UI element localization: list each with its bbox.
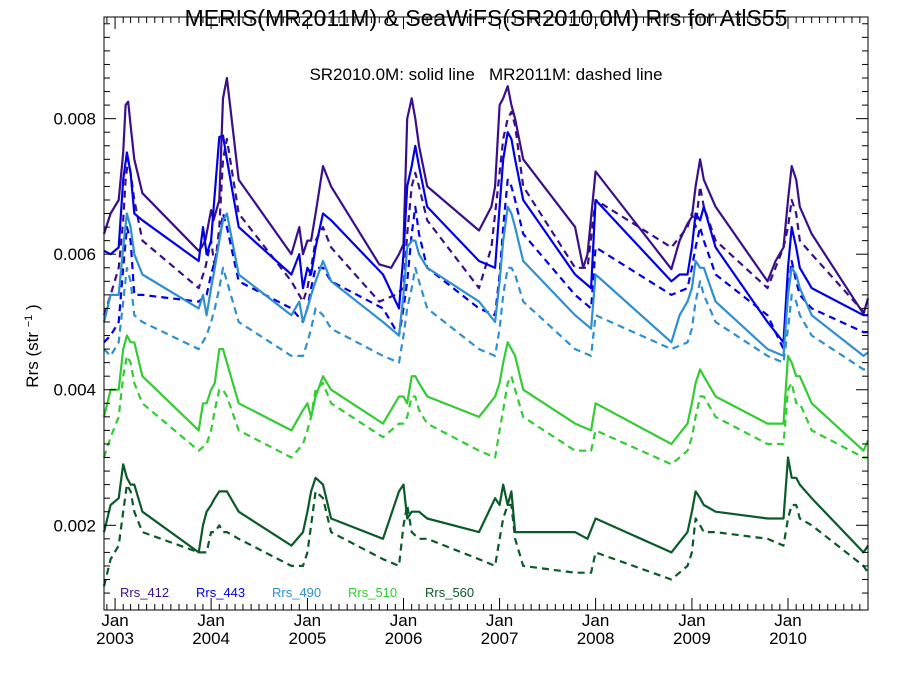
x-tick-month-label: Jan (101, 611, 128, 630)
x-tick-year-label: 2004 (192, 629, 230, 648)
legend-entry-rrs-560: Rrs_560 (425, 585, 474, 600)
y-axis-label: Rrs (str −1 ) (17, 304, 42, 387)
series-layer (102, 76, 870, 587)
x-tick-month-label: Jan (486, 611, 513, 630)
x-tick-month-label: Jan (678, 611, 705, 630)
series-line-rrs-490-dashed (103, 266, 868, 371)
y-tick-label: 0.004 (53, 381, 96, 400)
line-style-annotation: SR2010.0M: solid line MR2011M: dashed li… (309, 65, 662, 84)
x-tick-year-label: 2008 (577, 629, 615, 648)
x-tick-year-label: 2009 (673, 629, 711, 648)
x-tick-year-label: 2005 (289, 629, 327, 648)
series-line-rrs-490-solid (102, 205, 869, 357)
x-tick-month-label: Jan (294, 611, 321, 630)
plot-frame (103, 16, 869, 611)
x-tick-year-label: 2007 (481, 629, 519, 648)
x-tick-month-label: Jan (774, 611, 801, 630)
chart-title: MERIS(MR2011M) & SeaWiFS(SR2010.0M) Rrs … (185, 5, 788, 31)
axis-layer: 0.0020.0040.0060.008Jan2003Jan2004Jan200… (53, 17, 869, 648)
legend-entry-rrs-412: Rrs_412 (120, 585, 169, 600)
legend-entry-rrs-490: Rrs_490 (272, 585, 321, 600)
y-tick-label: 0.006 (53, 245, 96, 264)
x-tick-year-label: 2010 (769, 629, 807, 648)
legend-entry-rrs-443: Rrs_443 (196, 585, 245, 600)
series-line-rrs-510-solid (102, 334, 870, 452)
legend-entry-rrs-510: Rrs_510 (348, 585, 397, 600)
y-axis-label-sup: −1 (23, 315, 35, 328)
series-line-rrs-560-dashed (102, 483, 869, 587)
legend: Rrs_412 Rrs_443 Rrs_490 Rrs_510 Rrs_560 (120, 585, 474, 600)
y-axis-label-main: Rrs (str (23, 332, 42, 388)
x-tick-month-label: Jan (390, 611, 417, 630)
y-axis-label-close: ) (23, 304, 42, 310)
y-tick-label: 0.002 (53, 516, 96, 535)
x-tick-year-label: 2003 (96, 629, 134, 648)
series-line-rrs-443-solid (103, 131, 868, 344)
series-line-rrs-510-dashed (102, 354, 868, 466)
y-tick-label: 0.008 (53, 110, 96, 129)
x-tick-month-label: Jan (197, 611, 224, 630)
series-line-rrs-560-solid (102, 456, 869, 554)
x-tick-month-label: Jan (582, 611, 609, 630)
series-line-rrs-443-dashed (103, 178, 868, 351)
x-tick-year-label: 2006 (385, 629, 423, 648)
